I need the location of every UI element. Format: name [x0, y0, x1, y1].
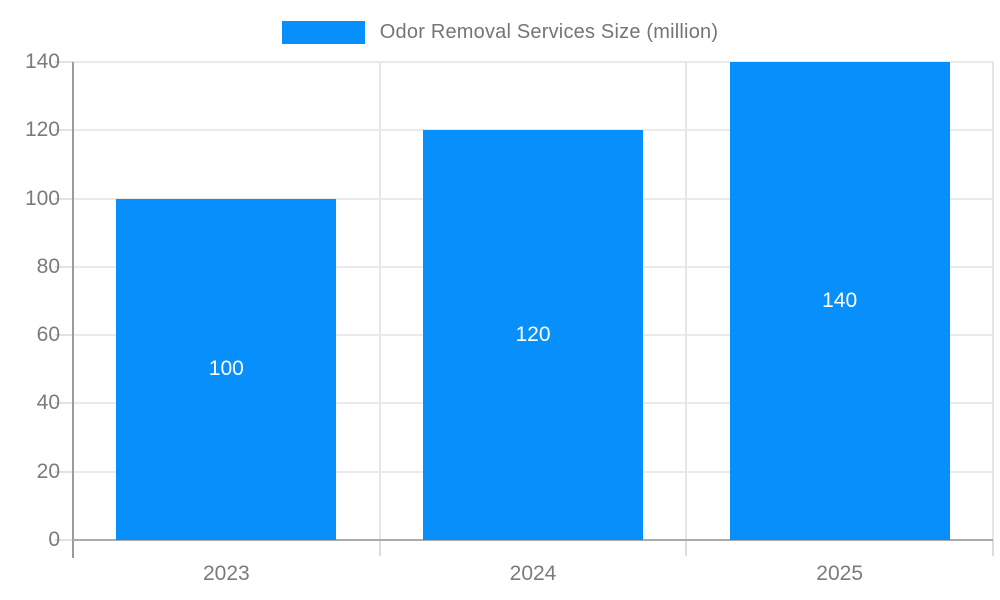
chart-legend: Odor Removal Services Size (million) [0, 18, 1000, 46]
y-axis-line [72, 62, 74, 558]
bar-value-label: 120 [515, 323, 551, 347]
x-gridline [992, 62, 994, 540]
y-axis-label: 100 [24, 186, 60, 210]
y-axis-label: 0 [48, 528, 60, 551]
bar-value-label: 140 [822, 289, 858, 312]
x-axis-tick [378, 540, 381, 556]
bar-2023[interactable] [116, 198, 337, 540]
bar-2024[interactable] [423, 130, 643, 540]
x-axis-label-2023: 2023 [202, 562, 250, 585]
x-axis-tick [992, 540, 994, 556]
y-axis-label: 60 [36, 323, 60, 347]
y-axis-tick [55, 402, 73, 405]
y-axis-label: 140 [24, 50, 60, 73]
x-axis-label-2025: 2025 [816, 562, 864, 585]
x-gridline [685, 62, 688, 540]
y-axis-tick [55, 129, 73, 132]
y-axis-label: 40 [36, 391, 60, 415]
x-axis-label-2024: 2024 [509, 562, 557, 585]
y-gridline [73, 61, 993, 63]
legend-item[interactable]: Odor Removal Services Size (million) [281, 20, 719, 44]
legend-label: Odor Removal Services Size (million) [379, 20, 719, 43]
y-axis-tick [55, 197, 73, 200]
y-axis-tick [55, 539, 73, 541]
legend-color-swatch [281, 20, 365, 44]
y-axis-tick [55, 61, 73, 63]
y-axis-tick [55, 470, 73, 473]
bar-value-label: 100 [208, 357, 244, 381]
y-axis-label: 80 [36, 254, 60, 278]
bar-2025[interactable] [729, 62, 950, 540]
x-axis-tick [685, 540, 688, 556]
x-gridline [378, 62, 381, 540]
y-axis-tick [55, 334, 73, 337]
y-axis-label: 120 [24, 118, 60, 142]
y-axis-tick [55, 265, 73, 268]
x-axis-line [73, 539, 993, 541]
y-axis-label: 20 [36, 459, 60, 483]
